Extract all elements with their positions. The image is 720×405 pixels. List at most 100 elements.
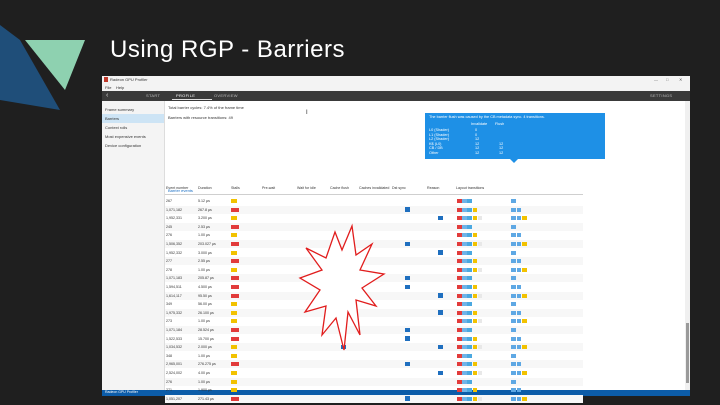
sidebar-item-barriers[interactable]: Barriers <box>102 114 164 123</box>
stall-badge <box>231 207 239 212</box>
cache-tag <box>457 250 462 255</box>
column-header[interactable]: Caches invalidated <box>359 186 390 190</box>
cache-tag <box>467 233 472 238</box>
table-row[interactable]: 1,522,533 15.700 μs <box>165 335 583 343</box>
cache-tag <box>467 276 472 281</box>
column-header[interactable]: Event number <box>166 186 189 190</box>
cache-tag <box>457 207 462 212</box>
scrollbar-thumb[interactable] <box>686 323 689 383</box>
section-title: Barrier events <box>168 188 193 193</box>
table-row[interactable]: 1,952,332 3.000 μs <box>165 249 583 257</box>
column-header[interactable]: Duration <box>198 186 212 190</box>
sidebar-item-most-expensive[interactable]: Most expensive events <box>102 132 164 141</box>
duration-cell: 15.700 μs <box>198 336 214 341</box>
cache-tag <box>462 319 467 324</box>
cache-tag <box>457 379 462 384</box>
cache-tag <box>467 310 472 315</box>
table-row[interactable]: 349 56.00 μs <box>165 300 583 308</box>
cache-tag <box>472 293 478 298</box>
maximize-icon[interactable]: □ <box>666 77 669 82</box>
close-icon[interactable]: ✕ <box>679 77 683 82</box>
layout-transition-tag <box>516 233 522 238</box>
cache-tag <box>467 371 472 375</box>
table-row[interactable]: 1,506,352 203.027 μs <box>165 240 583 248</box>
table-header-divider <box>165 194 583 195</box>
cache-tag <box>457 233 462 238</box>
tooltip-line: The barrier flush was caused by the CB m… <box>429 115 545 119</box>
cache-tag <box>462 285 467 289</box>
cache-tag <box>472 310 478 315</box>
table-row[interactable]: 276 1.00 μs <box>165 231 583 239</box>
table-row[interactable]: 2,965,001 276.275 μs <box>165 360 583 369</box>
table-row[interactable]: 271 1.900 μs <box>165 386 583 394</box>
layout-transition-tag <box>511 371 516 375</box>
table-row[interactable]: 1,071,184 28.524 μs <box>165 326 583 334</box>
table-row[interactable]: 277 2.55 μs <box>165 257 583 266</box>
column-header[interactable]: Pre-wait <box>262 186 276 190</box>
column-header[interactable]: Cache flush <box>330 186 349 190</box>
tab-overview[interactable]: OVERVIEW <box>214 93 238 98</box>
table-row[interactable]: 1,051,207 271.43 μs <box>165 394 583 403</box>
table-row[interactable]: 1,071,182 267.8 μs <box>165 205 583 214</box>
stall-badge <box>231 302 237 307</box>
event-number-cell: 1,522,533 <box>166 336 182 341</box>
table-row[interactable]: 276 1.00 μs <box>165 377 583 386</box>
table-row[interactable]: 1,614,117 95.50 μs <box>165 291 583 300</box>
checkmark-icon <box>405 361 410 367</box>
table-row[interactable]: 273 1.00 μs <box>165 317 583 325</box>
tooltip-row-value: 12 <box>475 146 480 150</box>
cache-tag <box>462 379 467 384</box>
event-number-cell: 267 <box>166 199 172 203</box>
column-header[interactable]: Dst sync <box>392 186 406 190</box>
layout-transition-tag <box>516 310 522 315</box>
table-row[interactable]: 1,952,331 3.200 μs <box>165 214 583 222</box>
tab-start[interactable]: START <box>146 93 161 98</box>
event-number-cell: 1,952,331 <box>166 216 182 221</box>
duration-cell: 1.00 μs <box>198 379 210 384</box>
menu-file[interactable]: File <box>105 85 112 90</box>
tab-settings[interactable]: SETTINGS <box>650 93 673 98</box>
table-row[interactable]: 278 1.00 μs <box>165 266 583 274</box>
sidebar-item-context-rolls[interactable]: Context rolls <box>102 123 164 132</box>
cache-tag <box>462 276 467 281</box>
table-row[interactable]: 267 5.12 μs <box>165 197 583 205</box>
minimize-icon[interactable]: — <box>654 77 658 82</box>
sidebar-item-device-config[interactable]: Device configuration <box>102 141 164 150</box>
sidebar-item-frame-summary[interactable]: Frame summary <box>102 105 164 114</box>
duration-cell: 3.200 μs <box>198 216 212 221</box>
sidebar-item-label: Context rolls <box>105 125 128 130</box>
cache-tag <box>467 328 472 332</box>
column-header[interactable]: Wait for idle <box>297 186 316 190</box>
table-row[interactable]: 1,975,332 26.100 μs <box>165 308 583 317</box>
cache-tag <box>467 285 472 289</box>
layout-transition-tag <box>511 328 516 332</box>
vertical-scrollbar[interactable] <box>685 101 690 390</box>
event-number-cell: 278 <box>166 267 172 272</box>
layout-transition-tag <box>511 362 516 367</box>
layout-transition-tag <box>511 250 516 255</box>
layout-transition-tag <box>516 345 522 350</box>
cache-tag <box>467 345 472 350</box>
cache-tag <box>477 345 483 350</box>
table-row[interactable]: 245 2.53 μs <box>165 222 583 231</box>
menu-help[interactable]: Help <box>116 85 125 90</box>
event-number-cell: 1,034,532 <box>166 345 182 350</box>
event-number-cell: 348 <box>166 353 172 358</box>
duration-cell: 1.00 μs <box>198 267 210 272</box>
cache-tag <box>467 302 472 307</box>
column-header[interactable]: Stalls <box>231 186 240 190</box>
tooltip-row-value: 12 <box>499 146 504 150</box>
column-header[interactable]: Layout transitions <box>456 186 485 190</box>
sidebar-item-label: Barriers <box>105 116 120 121</box>
table-row[interactable]: 2,524,002 4.00 μs <box>165 369 583 377</box>
tab-profile[interactable]: PROFILE <box>176 93 196 98</box>
tooltip-row-label: Other <box>429 150 439 155</box>
back-arrow-icon[interactable]: ‹ <box>106 92 109 99</box>
event-number-cell: 1,071,183 <box>166 276 182 281</box>
tooltip-row-value: 12 <box>475 137 480 141</box>
column-header[interactable]: Reason <box>427 186 440 190</box>
stall-badge <box>231 224 239 229</box>
table-row[interactable]: 348 1.00 μs <box>165 352 583 360</box>
stall-badge <box>231 396 239 401</box>
event-number-cell: 349 <box>166 302 172 307</box>
